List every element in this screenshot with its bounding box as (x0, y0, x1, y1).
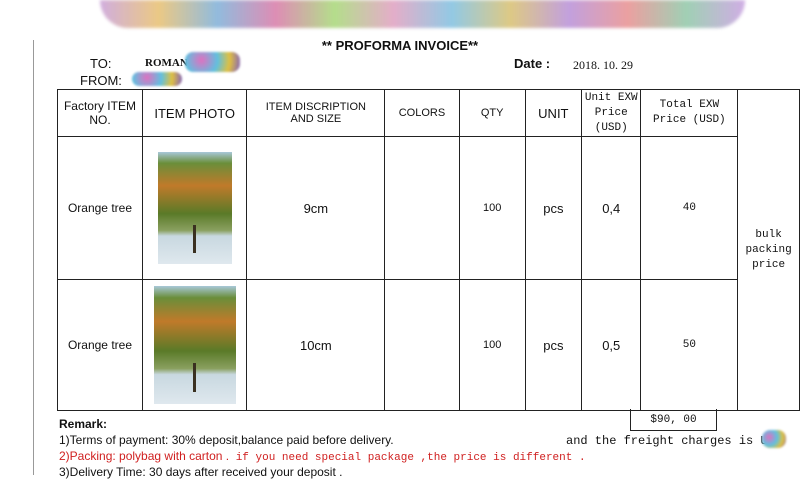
to-label: TO: (90, 56, 112, 71)
date-value: 2018. 10. 29 (573, 58, 633, 72)
item-no: Orange tree (57, 136, 143, 280)
header-unit: UNIT (524, 89, 583, 137)
remark-payment: 1)Terms of payment: 30% deposit,balance … (59, 433, 394, 447)
unit-price: 0,4 (581, 136, 642, 280)
item-photo-cell (141, 279, 248, 411)
header-description: ITEM DISCRIPTION AND SIZE (246, 89, 386, 137)
remark-packing-main: 2)Packing: polybag with carton . (59, 449, 230, 463)
description: 10cm (246, 279, 386, 411)
redacted-name (185, 52, 240, 72)
total-price: 40 (640, 136, 739, 280)
page-border (33, 40, 34, 475)
header-qty: QTY (458, 89, 526, 137)
tree-photo (153, 286, 236, 404)
grand-total: $90, 00 (630, 409, 717, 431)
total-price: 50 (640, 279, 739, 411)
table-row: Orange tree 10cm 100 pcs 0,5 50 (57, 279, 800, 411)
tree-photo (157, 152, 232, 264)
item-photo-cell (141, 136, 248, 280)
unit: pcs (524, 279, 583, 411)
header-item-no: Factory ITEM NO. (57, 89, 143, 137)
header-photo: ITEM PHOTO (141, 89, 248, 137)
to-value: ROMAN (145, 57, 188, 69)
qty: 100 (458, 136, 526, 280)
side-note: bulk packing price (737, 89, 800, 411)
decorative-banner (100, 0, 745, 28)
redacted-from (132, 72, 182, 86)
header-colors: COLORS (384, 89, 460, 137)
colors (384, 136, 460, 280)
header-total-price: Total EXW Price (USD) (640, 89, 739, 137)
item-no: Orange tree (57, 279, 143, 411)
header-unit-price: Unit EXW Price (USD) (581, 89, 642, 137)
redacted-freight (762, 430, 786, 448)
table-row: Orange tree 9cm 100 pcs 0,4 40 (57, 136, 800, 280)
description: 9cm (246, 136, 386, 280)
invoice-table: Factory ITEM NO. ITEM PHOTO ITEM DISCRIP… (57, 89, 800, 411)
from-label: FROM: (80, 73, 122, 88)
colors (384, 279, 460, 411)
unit: pcs (524, 136, 583, 280)
remark-label: Remark: (59, 417, 108, 431)
remark-delivery: 3)Delivery Time: 30 days after received … (59, 465, 343, 479)
remark-packing-note: if you need special package ,the price i… (229, 452, 586, 464)
header-row: Factory ITEM NO. ITEM PHOTO ITEM DISCRIP… (57, 89, 800, 411)
freight-note: and the freight charges is USD (566, 434, 783, 448)
remark-packing: 2)Packing: polybag with carton . if you … (59, 449, 586, 466)
date-label: Date : (514, 56, 551, 71)
qty: 100 (458, 279, 526, 411)
invoice-title: ** PROFORMA INVOICE** (321, 38, 479, 53)
unit-price: 0,5 (581, 279, 642, 411)
